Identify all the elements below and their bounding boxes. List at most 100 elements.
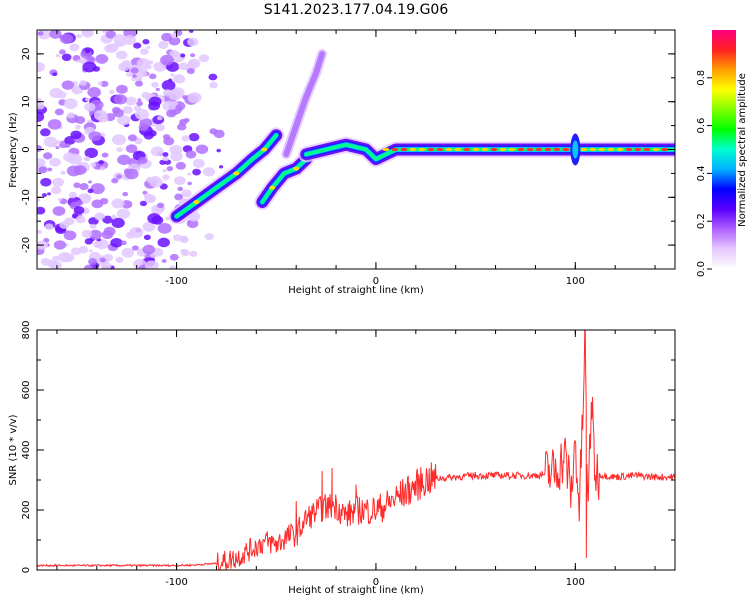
snr-series-line <box>37 330 675 570</box>
noise-speckle-dot <box>37 206 46 215</box>
noise-speckle-dot <box>162 89 173 97</box>
noise-speckle-dot <box>218 165 224 169</box>
noise-speckle-dot <box>192 158 205 168</box>
spectrogram-ridge-core <box>661 147 669 152</box>
noise-speckle-dot <box>187 92 202 104</box>
spectrogram-ridge-core <box>562 147 570 152</box>
noise-speckle-dot <box>155 124 165 132</box>
spectrogram-ridge-core <box>409 147 417 152</box>
noise-speckle-dot <box>59 49 66 55</box>
noise-speckle-dot <box>157 222 172 234</box>
noise-speckle-dot <box>83 156 91 162</box>
noise-speckle-dot <box>142 244 156 255</box>
noise-speckle-dot <box>37 111 45 122</box>
noise-speckle-dot <box>171 32 179 39</box>
colorbar: 0.0 0.2 0.4 0.6 0.8 Normalized spectral ampl… <box>696 30 748 277</box>
spectrogram-ridge-core <box>598 147 606 152</box>
noise-speckle <box>37 30 225 269</box>
spectrogram-ridge-core <box>535 147 543 152</box>
noise-speckle-dot <box>88 180 92 184</box>
noise-speckle-dot <box>209 128 218 135</box>
noise-speckle-dot <box>140 48 149 55</box>
noise-speckle-dot <box>115 50 128 60</box>
noise-speckle-dot <box>209 81 218 89</box>
noise-speckle-dot <box>67 153 83 165</box>
noise-speckle-dot <box>73 206 85 215</box>
spectrogram-ridge-core <box>472 147 480 152</box>
noise-speckle-dot <box>146 45 151 49</box>
noise-speckle-dot <box>40 257 51 266</box>
noise-speckle-dot <box>38 166 48 174</box>
noise-speckle-dot <box>142 221 156 232</box>
noise-speckle-dot <box>121 247 135 258</box>
spectrogram-ridge-core <box>490 147 498 152</box>
noise-speckle-dot <box>54 108 64 116</box>
noise-speckle-dot <box>43 136 58 148</box>
noise-speckle-dot <box>132 230 137 235</box>
snr-ytick-label: 800 <box>21 320 32 339</box>
noise-speckle-dot <box>108 89 115 95</box>
noise-speckle-dot <box>52 177 65 187</box>
noise-speckle-dot <box>173 74 186 84</box>
noise-speckle-dot <box>127 134 138 142</box>
spectrogram-ytick-label: 0 <box>21 146 32 152</box>
spectrogram-ridge-hotspot <box>233 171 240 176</box>
noise-speckle-dot <box>116 208 131 219</box>
snr-plot-area <box>37 330 675 570</box>
noise-speckle-dot <box>47 119 62 130</box>
noise-speckle-dot <box>47 192 51 196</box>
snr-xtick-label: 0 <box>373 577 379 588</box>
noise-speckle-dot <box>137 98 142 102</box>
noise-speckle-dot <box>111 217 125 229</box>
noise-speckle-dot <box>75 116 86 124</box>
snr-xtick-label: 100 <box>566 577 585 588</box>
noise-speckle-dot <box>43 152 53 160</box>
noise-speckle-dot <box>176 123 187 131</box>
noise-speckle-dot <box>188 133 200 142</box>
noise-speckle-dot <box>133 42 142 49</box>
noise-speckle-dot <box>84 102 96 112</box>
noise-speckle-dot <box>181 135 190 142</box>
spectrogram-ytick-label: 10 <box>21 95 32 108</box>
noise-speckle-dot <box>37 62 45 72</box>
noise-speckle-dot <box>144 260 159 269</box>
noise-speckle-dot <box>69 43 80 52</box>
noise-speckle-dot <box>166 166 174 172</box>
noise-speckle-dot <box>161 80 176 91</box>
noise-speckle-dot <box>157 237 170 248</box>
noise-speckle-dot <box>84 97 90 102</box>
spectrogram-ridge-core <box>418 147 426 152</box>
noise-speckle-dot <box>50 186 62 195</box>
spectrogram-ridge-core <box>616 147 624 152</box>
noise-speckle-dot <box>161 259 167 263</box>
noise-speckle-dot <box>162 134 171 140</box>
spectrogram-ridge-core <box>382 147 390 152</box>
colorbar-bar <box>712 30 736 269</box>
noise-speckle-dot <box>90 183 105 195</box>
noise-speckle-dot <box>99 257 106 263</box>
noise-speckle-dot <box>116 84 128 94</box>
noise-speckle-dot <box>37 158 46 167</box>
spectrogram-ridge-ascending-2 <box>260 157 308 204</box>
spectrogram-ridge-core <box>463 147 471 152</box>
spectrogram-ridge-core <box>499 147 507 152</box>
colorbar-ticks: 0.0 0.2 0.4 0.6 0.8 <box>696 70 712 277</box>
colorbar-tick-label: 0.2 <box>696 213 707 229</box>
noise-speckle-dot <box>84 195 91 201</box>
noise-speckle-dot <box>64 143 71 148</box>
noise-speckle-dot <box>170 73 175 77</box>
noise-speckle-dot <box>139 200 148 207</box>
noise-speckle-dot <box>143 131 154 140</box>
noise-speckle-dot <box>182 95 188 100</box>
noise-speckle-dot <box>99 166 106 171</box>
noise-speckle-dot <box>75 200 84 206</box>
noise-speckle-dot <box>70 247 82 256</box>
noise-speckle-dot <box>88 131 102 142</box>
noise-speckle-dot <box>140 71 148 77</box>
noise-speckle-dot <box>63 98 78 110</box>
figure-title: S141.2023.177.04.19.G06 <box>264 2 449 18</box>
spectrogram-ridge-core <box>607 147 615 152</box>
spectrogram-disturbance <box>572 140 579 159</box>
spectrogram-ridge-core <box>589 147 597 152</box>
